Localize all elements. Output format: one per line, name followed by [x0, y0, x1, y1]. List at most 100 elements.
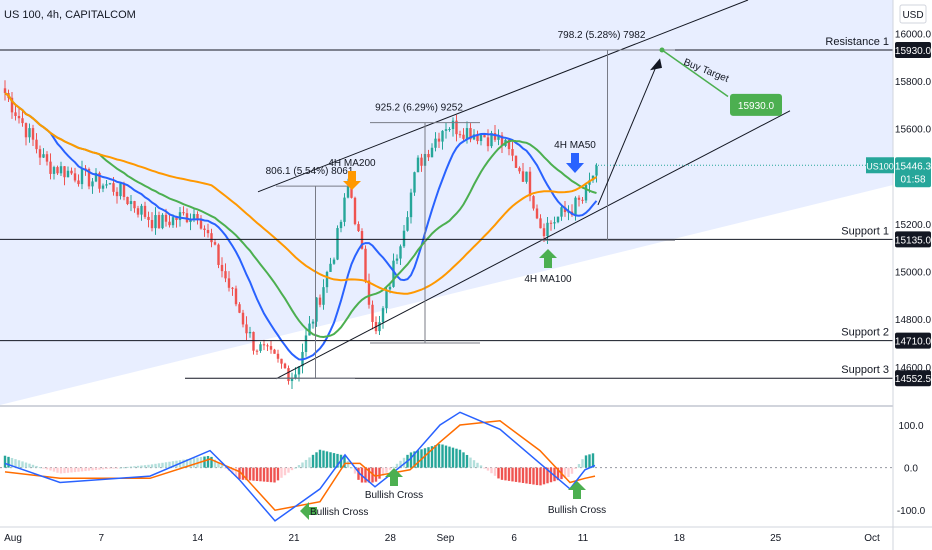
histogram-bar	[486, 467, 490, 471]
candle-body	[10, 97, 14, 113]
price-tick: 14800.0	[895, 315, 932, 326]
price-tick: 16000.0	[895, 29, 932, 40]
candle-body	[318, 297, 322, 305]
candle-body	[126, 196, 129, 205]
candle-body	[329, 263, 332, 272]
candle-body	[164, 214, 168, 222]
histogram-bar	[416, 450, 420, 468]
histogram-bar	[483, 467, 486, 469]
candle-body	[115, 191, 119, 197]
histogram-bar	[94, 467, 98, 471]
histogram-bar	[570, 467, 574, 474]
support-2-label: Support 2	[841, 327, 889, 339]
ma100-label: 4H MA100	[524, 274, 572, 285]
candle-body	[276, 353, 280, 359]
histogram-bar	[136, 465, 140, 468]
candle-body	[525, 171, 528, 182]
candle-body	[77, 180, 80, 185]
level-tag-label: 14710.0	[895, 337, 932, 348]
moving-averages	[4, 92, 598, 361]
histogram-bar	[273, 467, 276, 483]
candle-body	[266, 345, 269, 347]
histogram-bar	[294, 467, 297, 469]
histogram-bar	[301, 462, 304, 468]
candle-body	[189, 219, 192, 223]
macd-line	[4, 411, 596, 522]
candle-body	[259, 344, 262, 351]
candle-body	[574, 197, 577, 215]
candle-body	[584, 184, 588, 201]
histogram-bar	[427, 447, 430, 468]
histogram-bar	[336, 453, 339, 468]
candle-body	[451, 120, 455, 130]
histogram-bar	[105, 467, 108, 469]
candle-body	[304, 335, 308, 352]
candle-body	[168, 221, 171, 226]
level-tag	[895, 370, 931, 387]
candle-body	[269, 346, 273, 350]
candle-body	[217, 244, 220, 265]
histogram-bar	[367, 467, 371, 483]
ma50-arrow	[566, 153, 584, 173]
histogram-bar	[535, 467, 539, 486]
candle-body	[497, 135, 500, 140]
histogram-bar	[378, 467, 381, 479]
histogram-bar	[171, 461, 175, 468]
candle-body	[553, 222, 556, 224]
candle-body	[483, 135, 486, 138]
candle-body	[182, 212, 185, 214]
candle-body	[199, 219, 203, 229]
level-tag	[895, 231, 931, 248]
histogram-bar	[35, 465, 38, 468]
histogram-bar	[332, 453, 336, 468]
histogram-bar	[539, 467, 542, 486]
histogram-bar	[465, 454, 469, 468]
histogram-bar	[49, 467, 52, 471]
target-price-label: 15930.0	[738, 101, 775, 112]
histogram-bar	[185, 459, 189, 468]
candle-body	[38, 149, 42, 158]
candle-body	[539, 218, 542, 229]
histogram-bar	[283, 467, 287, 476]
price-tick: 15200.0	[895, 220, 932, 231]
histogram-bar	[458, 449, 462, 468]
candle-body	[311, 321, 315, 324]
histogram-bar	[350, 467, 353, 469]
histogram-bar	[129, 466, 133, 468]
candle-body	[45, 154, 49, 162]
current-price-tag	[895, 157, 931, 188]
candle-body	[283, 363, 287, 369]
histogram-bar	[493, 467, 497, 476]
candle-body	[101, 185, 105, 189]
candle-body	[31, 128, 35, 140]
candle-body	[220, 264, 224, 272]
macd-tick: -100.0	[897, 506, 926, 517]
candle-body	[535, 208, 539, 219]
bullish-cross-label: Bullish Cross	[548, 505, 606, 516]
histogram-bar	[45, 467, 49, 470]
candle-body	[420, 157, 423, 166]
candle-body	[500, 135, 504, 146]
measure-label: 806.1 (5.54%) 8061	[266, 166, 354, 177]
ma200-label: 4H MA200	[328, 158, 376, 169]
histogram-bar	[7, 456, 10, 468]
histogram-bar	[329, 452, 332, 468]
histogram-bar	[280, 467, 283, 478]
moving-average-line	[4, 92, 598, 361]
price-tick: 15600.0	[895, 125, 932, 136]
candle-body	[437, 138, 441, 142]
histogram-bar	[70, 467, 73, 473]
candle-body	[206, 229, 210, 234]
measure-label: 798.2 (5.28%) 7982	[558, 30, 646, 41]
histogram-bar	[346, 461, 350, 468]
candle-body	[444, 129, 448, 131]
histogram-bar	[584, 455, 588, 468]
candle-body	[224, 271, 227, 279]
histogram-bar	[308, 457, 311, 468]
candle-body	[108, 183, 112, 185]
candle-body	[175, 217, 178, 221]
candle-body	[542, 228, 546, 237]
candle-body	[280, 358, 283, 364]
histogram-bar	[343, 455, 346, 468]
